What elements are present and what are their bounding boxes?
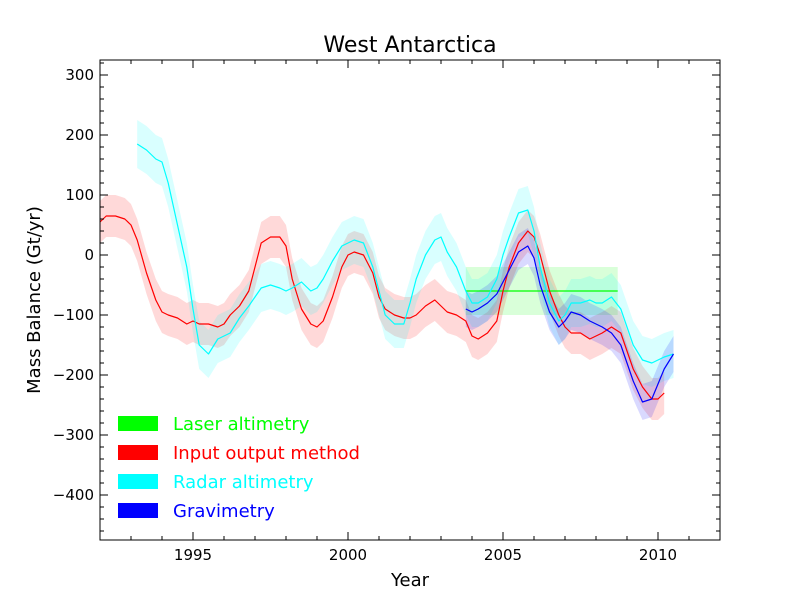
- series-lines: [99, 143, 675, 403]
- chart-title: West Antarctica: [323, 33, 496, 58]
- x-tick-label: 2010: [639, 546, 677, 564]
- y-tick-label: −400: [53, 486, 94, 504]
- radar-altimetry-legend-swatch: [118, 474, 158, 489]
- gravimetry-band: [465, 228, 674, 420]
- y-tick-label: −200: [53, 366, 94, 384]
- axis-ticks: [99, 60, 721, 540]
- radar-altimetry-band: [137, 120, 674, 387]
- y-tick-label: 100: [65, 186, 94, 204]
- input-output-method-legend-label: Input output method: [173, 443, 360, 464]
- y-tick-label: −100: [53, 306, 94, 324]
- x-tick-label: 1995: [174, 546, 212, 564]
- laser-altimetry-legend-swatch: [118, 416, 158, 431]
- gravimetry-legend-swatch: [118, 503, 158, 518]
- y-axis-label: Mass Balance (Gt/yr): [24, 206, 45, 394]
- y-tick-label: 200: [65, 126, 94, 144]
- radar-altimetry-legend-label: Radar altimetry: [173, 472, 314, 493]
- y-tick-label: 0: [84, 246, 94, 264]
- x-tick-label: 2005: [484, 546, 522, 564]
- input-output-method-legend-swatch: [118, 445, 158, 460]
- axis-tick-labels: 1995 2000 2005 2010 −400 −300 −200 −100 0 100 200 3…: [53, 66, 677, 564]
- legend: Laser altimetry Input output method Radar …: [118, 414, 360, 522]
- radar-altimetry-line: [136, 143, 674, 364]
- y-tick-label: 300: [65, 66, 94, 84]
- laser-altimetry-legend-label: Laser altimetry: [173, 414, 310, 435]
- y-tick-label: −300: [53, 426, 94, 444]
- x-tick-label: 2000: [329, 546, 367, 564]
- x-axis-label: Year: [390, 570, 430, 591]
- gravimetry-legend-label: Gravimetry: [173, 501, 275, 522]
- input-output-method-band: [100, 195, 665, 420]
- gravimetry-line: [465, 245, 675, 403]
